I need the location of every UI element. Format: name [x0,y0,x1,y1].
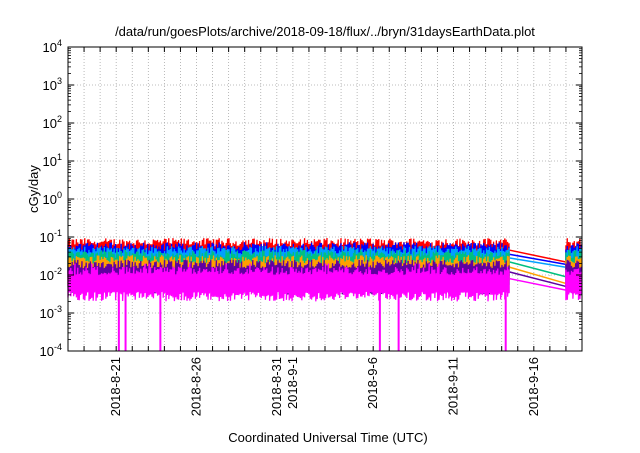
y-tick-exponent: 2 [57,114,62,124]
x-tick-label: 2018-9-1 [285,357,300,409]
y-tick-exponent: 0 [57,190,62,200]
y-tick-label: 104 [43,38,62,55]
gap-connector-line [509,266,567,285]
y-tick-base: 10 [40,344,54,359]
y-tick-exponent: -3 [54,304,62,314]
y-tick-label: 101 [43,152,62,169]
gap-connector-line [509,257,567,268]
y-tick-base: 10 [43,192,57,207]
y-tick-exponent: -1 [54,228,62,238]
y-tick-label: 10-1 [40,228,62,245]
y-tick-exponent: -2 [54,266,62,276]
data-series-7 [67,263,582,302]
x-tick-label: 2018-9-16 [526,357,541,416]
y-tick-base: 10 [43,154,57,169]
x-tick-label: 2018-8-26 [189,357,204,416]
x-tick-label: 2018-9-6 [365,357,380,409]
y-tick-label: 103 [43,76,62,93]
y-tick-label: 102 [43,114,62,131]
gap-connector-line [509,249,567,263]
x-tick-labels: 2018-8-21 2018-8-26 2018-8-31 2018-9-1 2018-… [108,357,541,416]
y-axis-label: cGy/day [26,165,41,213]
y-tick-base: 10 [43,40,57,55]
y-tick-base: 10 [40,230,54,245]
y-tick-base: 10 [40,268,54,283]
y-tick-base: 10 [40,306,54,321]
x-tick-label: 2018-8-21 [108,357,123,416]
data-series [67,237,582,351]
y-tick-exponent: 4 [57,38,62,48]
y-tick-base: 10 [43,78,57,93]
y-tick-exponent: -4 [54,342,62,352]
y-tick-exponent: 3 [57,76,62,86]
x-axis-label: Coordinated Universal Time (UTC) [228,430,427,445]
axis-ticks [68,46,582,352]
gap-connector-line [509,277,567,291]
y-tick-exponent: 1 [57,152,62,162]
gap-connector-line [509,253,567,266]
y-tick-label: 10-3 [40,304,62,321]
gap-connector-line [509,261,567,278]
series-trace [67,263,582,302]
x-tick-label: 2018-9-11 [446,357,461,415]
y-tick-label: 10-4 [40,342,62,359]
y-tick-base: 10 [43,116,57,131]
chart-title: /data/run/goesPlots/archive/2018-09-18/f… [115,24,535,39]
y-tick-label: 100 [43,190,62,207]
x-tick-label: 2018-8-31 [269,357,284,416]
gap-connector-line [509,271,567,288]
y-tick-label: 10-2 [40,266,62,283]
